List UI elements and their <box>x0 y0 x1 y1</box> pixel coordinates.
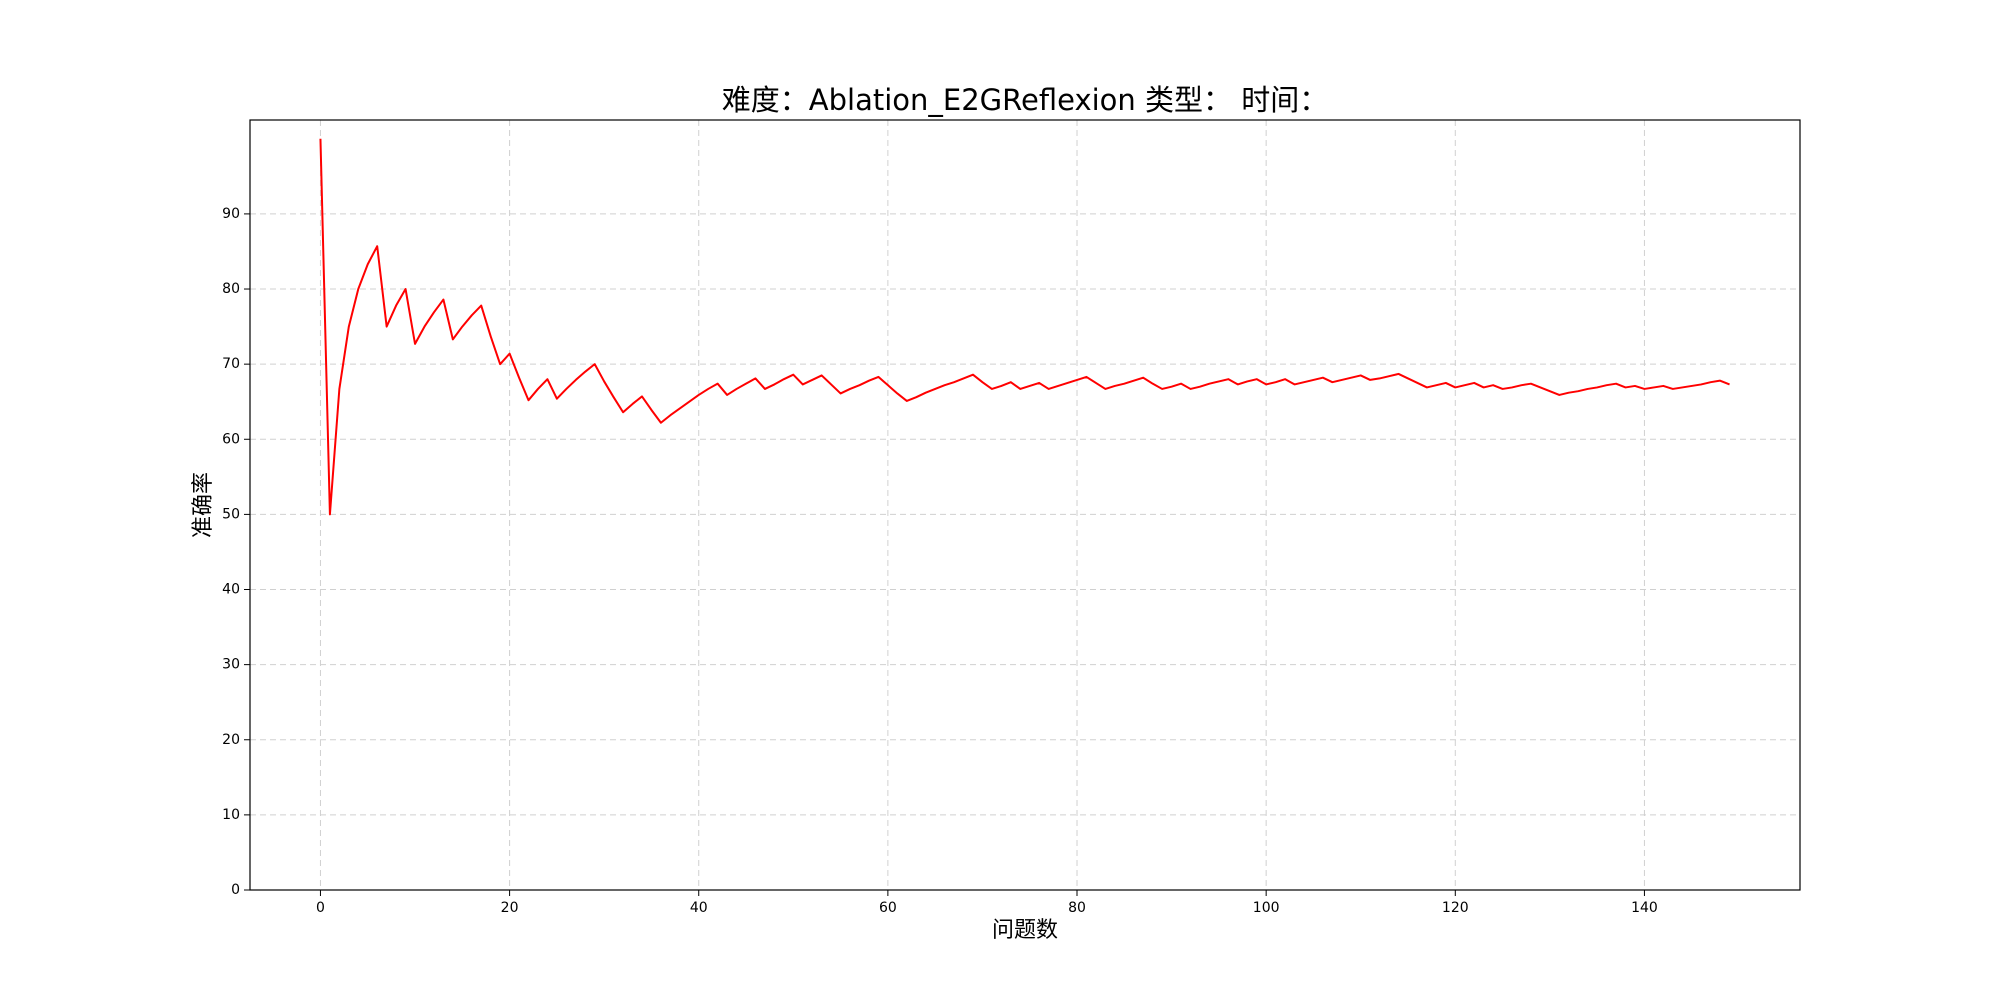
data-line <box>319 138 1730 516</box>
x-tick-label: 140 <box>1631 900 1658 916</box>
x-axis-label: 问题数 <box>992 918 1058 943</box>
y-tick-label: 60 <box>222 431 240 447</box>
x-tick-label: 100 <box>1253 900 1280 916</box>
y-axis-label: 准确率 <box>191 472 216 538</box>
x-tick-label: 0 <box>316 900 325 916</box>
y-tick-label: 30 <box>222 657 240 673</box>
y-tick-label: 50 <box>222 506 240 522</box>
y-tick-label: 0 <box>231 882 240 898</box>
plot-frame <box>249 119 1801 891</box>
x-tick-label: 20 <box>501 900 519 916</box>
y-tick-label: 90 <box>222 206 240 222</box>
chart-title: 难度：Ablation_E2GReflexion 类型： 时间： <box>722 83 1328 117</box>
x-tick-label: 40 <box>690 900 708 916</box>
y-tick-label: 20 <box>222 732 240 748</box>
x-tick-label: 120 <box>1442 900 1469 916</box>
y-tick-label: 40 <box>222 582 240 598</box>
x-tick-label: 80 <box>1068 900 1086 916</box>
y-tick-label: 80 <box>222 281 240 297</box>
y-tick-label: 10 <box>222 807 240 823</box>
x-tick-label: 60 <box>879 900 897 916</box>
y-tick-label: 70 <box>222 356 240 372</box>
